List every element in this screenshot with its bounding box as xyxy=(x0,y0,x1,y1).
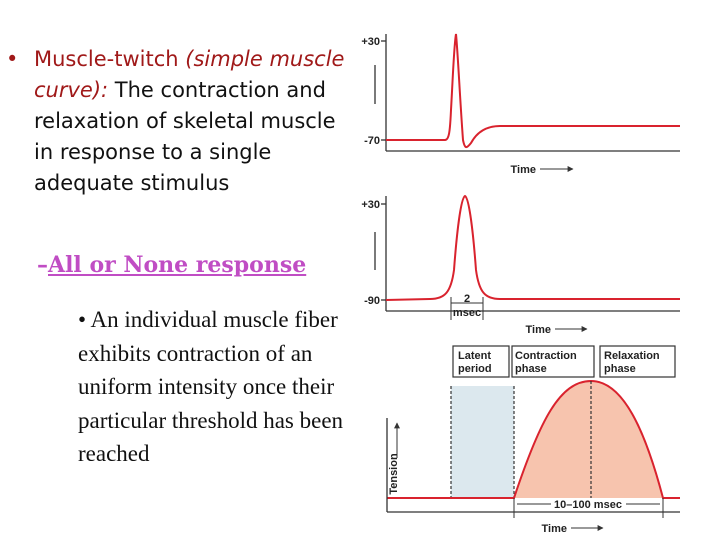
contraction-label-2: phase xyxy=(515,363,547,375)
bullet-term: Muscle-twitch xyxy=(34,47,179,71)
ap-panel-top: +30 -70 Time xyxy=(361,33,680,176)
ap-mid-x-label: Time xyxy=(526,324,551,336)
ap-mid-trace xyxy=(385,194,680,301)
relaxation-phase-box xyxy=(599,345,676,378)
latent-label-2: period xyxy=(458,363,492,375)
contraction-label-1: Contraction xyxy=(515,350,577,362)
latent-label-1: Latent xyxy=(458,350,491,362)
bullet-main-text: Muscle-twitch (simple muscle curve): The… xyxy=(34,44,346,199)
twitch-x-label: Time xyxy=(542,523,567,535)
muscle-twitch-figure: +30 -70 Time +30 -90 2 msec Time xyxy=(361,33,680,535)
bullet-definition: The contraction and relaxation of skelet… xyxy=(34,78,336,195)
ap-panel-middle: +30 -90 2 msec Time xyxy=(361,194,680,336)
ap-top-x-label: Time xyxy=(511,164,536,176)
ap-mid-duration-value: 2 xyxy=(464,293,470,305)
latent-period-region xyxy=(451,386,514,498)
ap-mid-y-low: -90 xyxy=(364,295,380,307)
bullet-sub: • An individual muscle fiber exhibits co… xyxy=(78,303,348,471)
ap-top-trace xyxy=(386,33,680,149)
ap-mid-y-high: +30 xyxy=(361,199,380,211)
relaxation-label-1: Relaxation xyxy=(604,350,660,362)
ap-top-y-high: +30 xyxy=(361,36,380,48)
sub-point-dash: – xyxy=(37,252,48,278)
contraction-phase-box xyxy=(511,345,595,378)
bullet-sub-text: An individual muscle fiber exhibits cont… xyxy=(78,307,344,467)
sub-point: –All or None response xyxy=(37,252,306,278)
bullet-dot: • xyxy=(6,47,19,71)
bullet-paren: (simple muscle curve): xyxy=(34,47,345,102)
bullet-sub-dot: • xyxy=(78,307,87,332)
latent-period-box xyxy=(452,345,510,378)
duration-label: 10–100 msec xyxy=(554,499,622,511)
ap-mid-duration-unit: msec xyxy=(453,307,481,319)
sub-point-text: All or None response xyxy=(48,252,307,278)
twitch-y-label: Tension xyxy=(388,453,400,495)
text-column: • Muscle-twitch (simple muscle curve): T… xyxy=(0,0,350,540)
ap-top-y-low: -70 xyxy=(364,135,380,147)
relaxation-label-2: phase xyxy=(604,363,636,375)
twitch-panel: Tension Latent period Contraction phase … xyxy=(386,345,680,535)
